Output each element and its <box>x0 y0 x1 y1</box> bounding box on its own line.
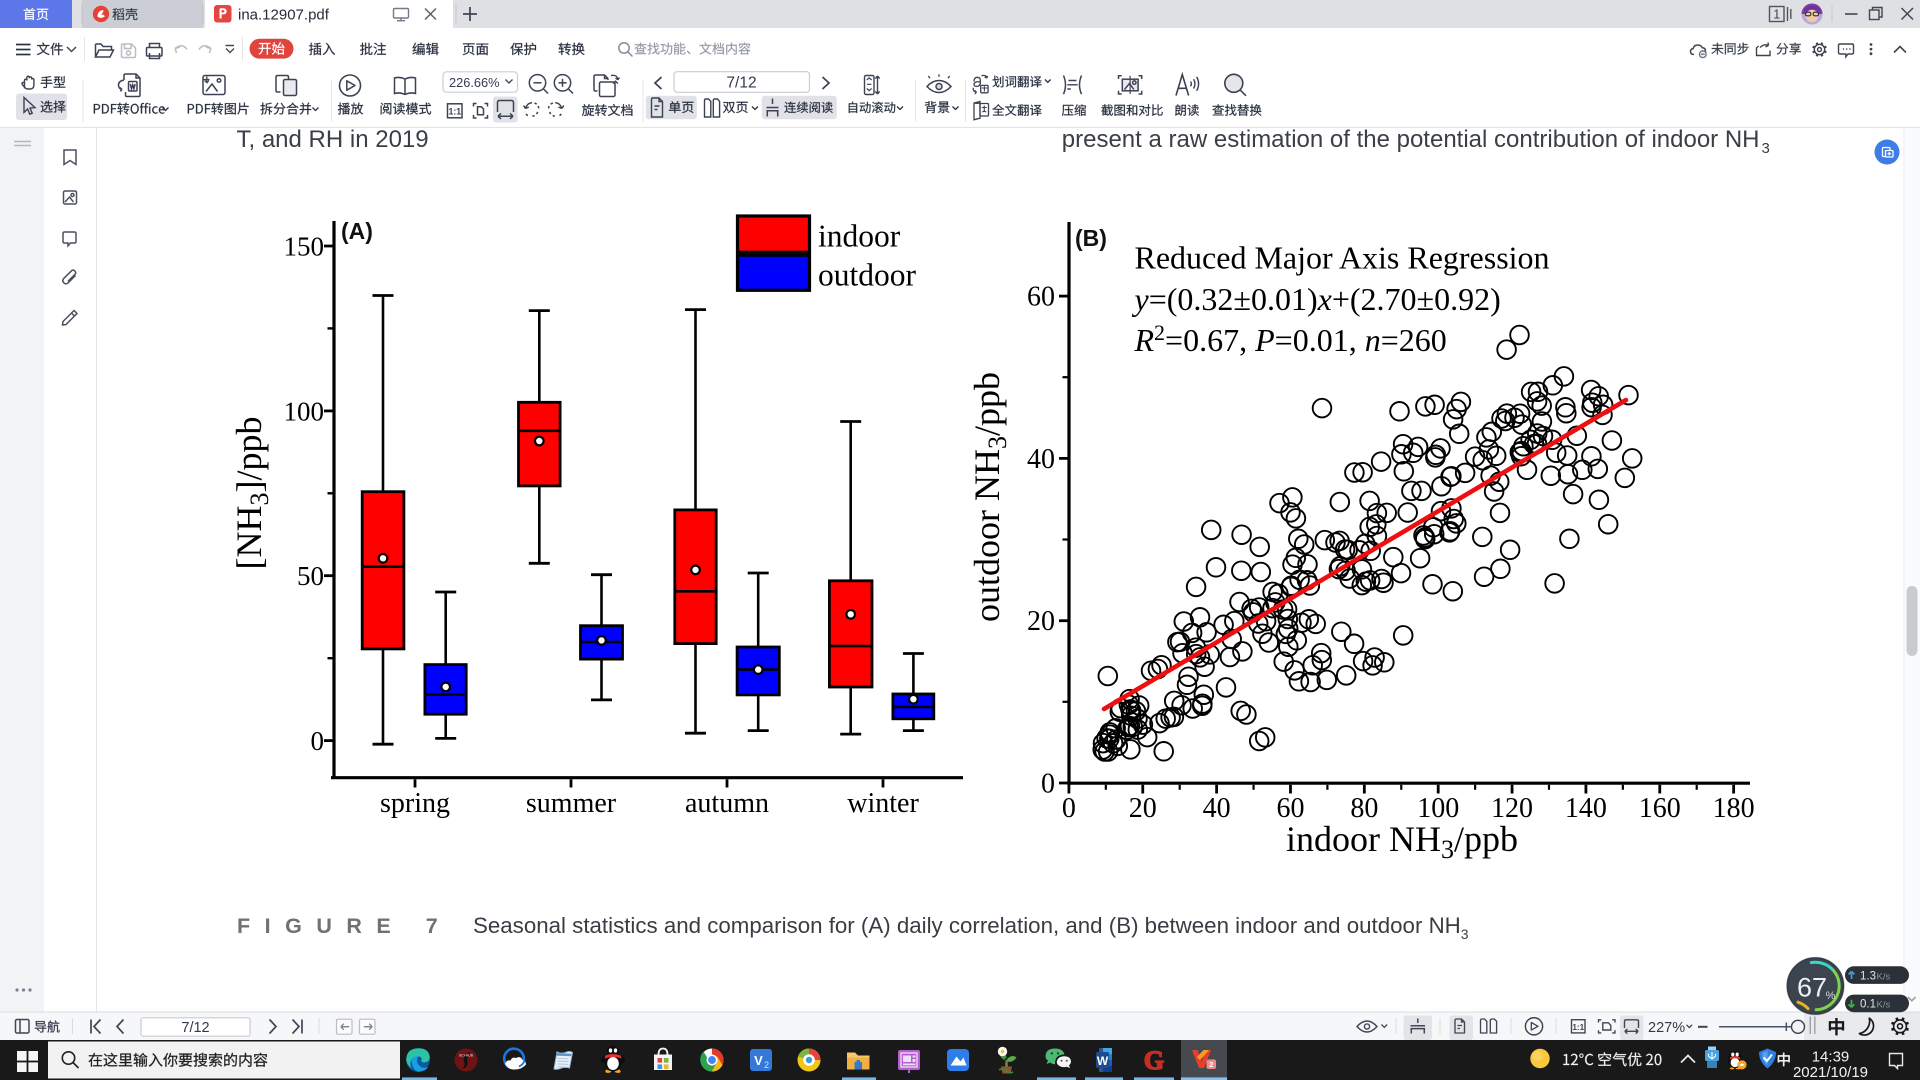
svg-text:120: 120 <box>1491 793 1533 824</box>
svg-text:20: 20 <box>1129 793 1157 824</box>
svg-text:160: 160 <box>1639 793 1681 824</box>
svg-text:1:1: 1:1 <box>448 107 461 117</box>
svg-text:1: 1 <box>1773 8 1780 22</box>
svg-text:W: W <box>1097 1054 1109 1068</box>
svg-text:0: 0 <box>1041 769 1055 800</box>
svg-text:outdoor: outdoor <box>818 258 917 293</box>
svg-text:80: 80 <box>1350 793 1378 824</box>
svg-text:Seasonal statistics and compar: Seasonal statistics and comparison for (… <box>473 913 1469 942</box>
svg-text:150: 150 <box>284 232 325 262</box>
svg-text:T, and RH in 2019: T, and RH in 2019 <box>237 126 429 153</box>
svg-text:y=(0.32±0.01)x+(2.70±0.92): y=(0.32±0.01)x+(2.70±0.92) <box>1132 281 1501 317</box>
svg-text:2: 2 <box>1209 1060 1213 1069</box>
svg-text:100: 100 <box>284 396 325 426</box>
svg-text:(B): (B) <box>1075 225 1107 251</box>
svg-text:7/12: 7/12 <box>726 75 756 92</box>
svg-text:227%: 227% <box>1648 1020 1685 1036</box>
svg-text:FIGURE 7: FIGURE 7 <box>237 914 452 938</box>
svg-text:K/s: K/s <box>1877 1000 1891 1011</box>
svg-text:1.3: 1.3 <box>1860 970 1876 982</box>
svg-text:40: 40 <box>1027 444 1055 475</box>
svg-text:ina.12907.pdf: ina.12907.pdf <box>238 7 330 24</box>
svg-text:14:39: 14:39 <box>1812 1049 1850 1066</box>
svg-text:0.1: 0.1 <box>1860 999 1876 1011</box>
svg-text:SCI-HUB: SCI-HUB <box>459 1054 474 1058</box>
svg-text:0: 0 <box>311 726 325 756</box>
svg-text:3: 3 <box>1762 140 1770 157</box>
svg-text:2: 2 <box>764 1060 769 1070</box>
svg-text:60: 60 <box>1027 282 1055 313</box>
svg-text:R2=0.67, P=0.01, n=260: R2=0.67, P=0.01, n=260 <box>1134 320 1447 358</box>
svg-text:180: 180 <box>1713 793 1755 824</box>
svg-text:140: 140 <box>1565 793 1607 824</box>
svg-text:summer: summer <box>526 788 617 819</box>
svg-text:20: 20 <box>1027 606 1055 637</box>
svg-text:0: 0 <box>1062 793 1076 824</box>
svg-text:outdoor NH3/ppb: outdoor NH3/ppb <box>967 372 1012 622</box>
svg-text:100: 100 <box>1417 793 1459 824</box>
svg-text:present a raw estimation of th: present a raw estimation of the potentia… <box>1062 126 1760 153</box>
svg-text:7/12: 7/12 <box>181 1020 209 1036</box>
svg-text:40: 40 <box>1203 793 1231 824</box>
svg-text:[NH3]/ppb: [NH3]/ppb <box>229 417 274 570</box>
svg-text:(A): (A) <box>341 218 373 244</box>
svg-text:2021/10/19: 2021/10/19 <box>1793 1064 1868 1080</box>
svg-text:1:1: 1:1 <box>1572 1023 1584 1032</box>
svg-text:60: 60 <box>1276 793 1304 824</box>
svg-text:226.66%: 226.66% <box>449 75 500 90</box>
svg-text:67: 67 <box>1797 973 1827 1003</box>
svg-text:autumn: autumn <box>685 788 769 819</box>
svg-text:spring: spring <box>380 788 450 819</box>
svg-text:indoor NH3/ppb: indoor NH3/ppb <box>1286 819 1518 864</box>
svg-text:%: % <box>1826 990 1836 1002</box>
svg-text:winter: winter <box>847 788 919 819</box>
svg-text:V: V <box>754 1053 763 1068</box>
svg-text:G: G <box>1144 1046 1164 1075</box>
svg-text:indoor: indoor <box>818 219 901 254</box>
svg-text:K/s: K/s <box>1877 971 1891 982</box>
svg-text:Reduced Major Axis Regression: Reduced Major Axis Regression <box>1135 240 1550 276</box>
svg-text:50: 50 <box>297 561 324 591</box>
